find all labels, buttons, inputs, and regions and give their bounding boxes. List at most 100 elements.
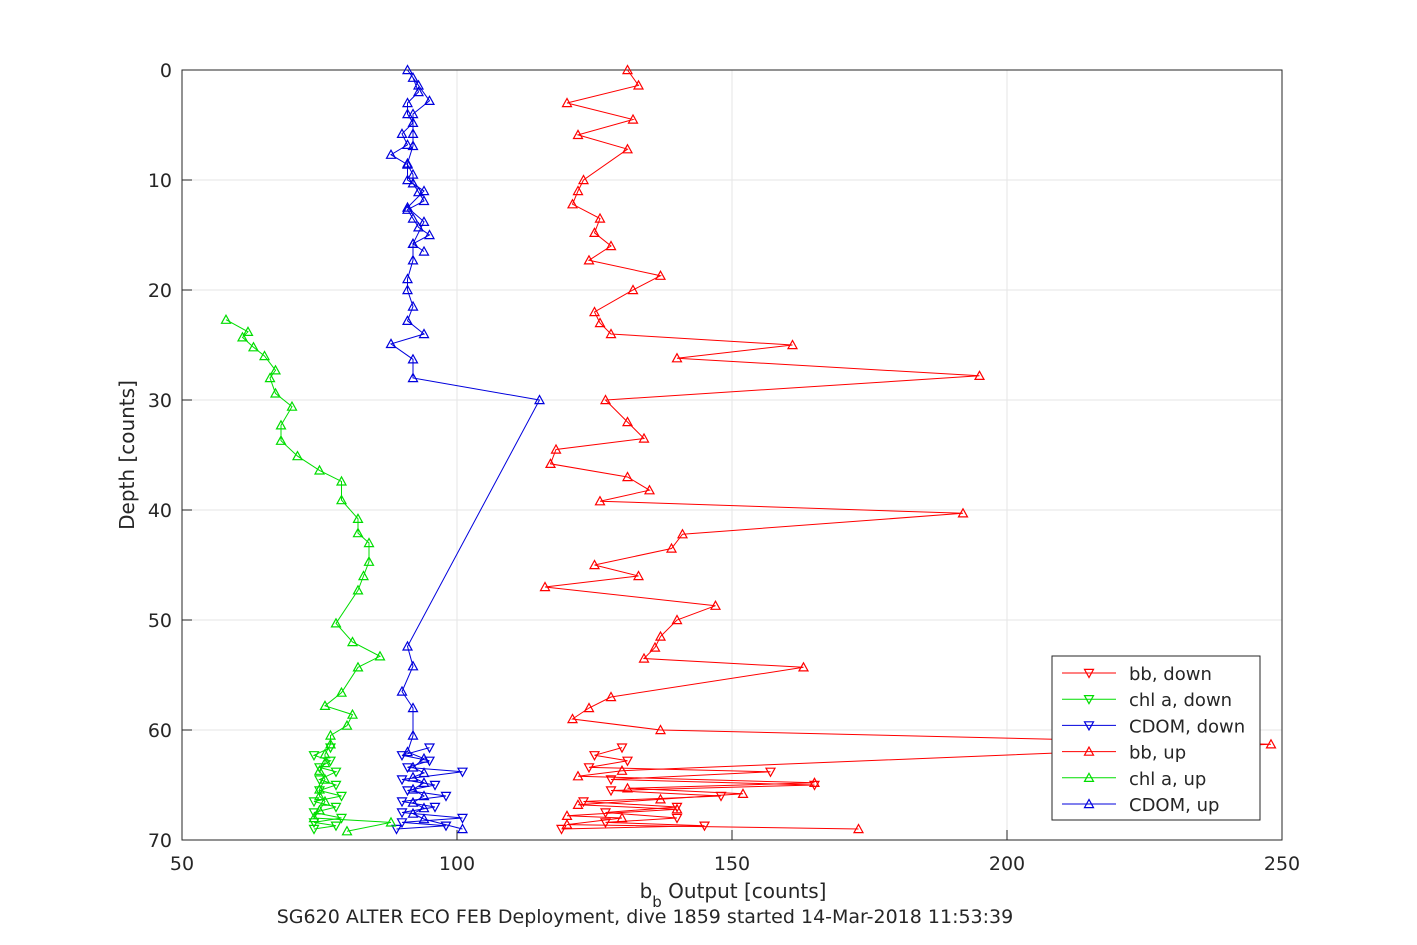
data-point	[654, 269, 667, 280]
legend-entry: chl a, down	[1062, 690, 1232, 711]
data-point	[566, 713, 579, 724]
data-point	[335, 791, 348, 802]
data-point	[407, 660, 419, 671]
data-point	[341, 825, 353, 836]
data-point	[440, 791, 452, 802]
data-point	[407, 372, 419, 383]
data-point	[319, 773, 331, 784]
data-point	[616, 812, 628, 823]
data-point	[544, 458, 557, 468]
data-point	[401, 108, 414, 119]
data-point	[627, 113, 639, 124]
data-point	[258, 350, 271, 361]
x-axis-label-subscript: b	[652, 893, 662, 911]
legend: bb, down chl a, down CDOM, down bb, up chl a…	[1051, 655, 1261, 821]
data-point	[764, 767, 777, 778]
y-tick-label: 50	[148, 610, 172, 632]
data-point	[423, 743, 436, 754]
data-point	[632, 570, 645, 581]
legend-label: chl a, down	[1129, 690, 1232, 711]
y-tick-label: 10	[148, 170, 172, 192]
data-point	[396, 775, 408, 786]
data-point	[396, 808, 408, 819]
y-axis-label: Depth [counts]	[115, 380, 139, 530]
x-tick-label: 100	[439, 853, 475, 875]
data-point	[533, 394, 546, 405]
data-point	[363, 537, 375, 548]
data-point	[588, 227, 601, 237]
data-point	[555, 824, 568, 835]
data-point	[313, 786, 326, 797]
data-point	[456, 767, 469, 778]
data-point	[412, 86, 425, 97]
data-point	[396, 797, 408, 808]
data-point	[808, 780, 821, 791]
data-point	[330, 802, 342, 813]
data-point	[275, 434, 287, 445]
data-point	[341, 719, 353, 730]
data-point	[621, 143, 634, 154]
data-point	[654, 793, 667, 804]
series-0	[555, 743, 821, 835]
data-point	[632, 79, 645, 90]
data-point	[418, 185, 430, 196]
data-point	[401, 640, 414, 651]
data-point	[407, 177, 419, 188]
data-point	[638, 652, 650, 663]
data-point	[594, 495, 606, 506]
data-point	[385, 816, 397, 827]
data-point	[401, 97, 414, 108]
data-point	[852, 823, 865, 834]
data-point	[407, 212, 419, 223]
data-point	[583, 702, 595, 713]
data-point	[269, 364, 282, 375]
data-point	[220, 313, 232, 324]
legend-marker	[1083, 668, 1095, 679]
data-point	[599, 818, 612, 829]
data-point	[737, 788, 749, 799]
data-point	[286, 400, 298, 411]
data-point	[671, 803, 683, 814]
data-point	[561, 97, 573, 108]
data-point	[418, 767, 430, 778]
legend-marker	[1083, 694, 1095, 705]
legend-marker	[1083, 745, 1095, 756]
data-point	[407, 238, 419, 248]
data-point	[374, 650, 386, 661]
data-point	[665, 542, 678, 553]
data-point	[654, 724, 667, 735]
x-tick-label: 200	[989, 853, 1025, 875]
series-line	[396, 747, 463, 830]
legend-label: bb, down	[1129, 664, 1212, 685]
data-point	[407, 128, 419, 138]
legend-marker	[1083, 721, 1095, 732]
data-point	[418, 777, 430, 788]
data-point	[335, 686, 348, 697]
series-line	[561, 747, 815, 830]
series-1	[308, 743, 348, 835]
data-point	[577, 174, 590, 185]
data-point	[352, 661, 364, 672]
data-point	[407, 71, 419, 82]
data-point	[616, 764, 628, 775]
data-point	[401, 284, 414, 295]
data-point	[308, 797, 320, 808]
data-point	[313, 464, 326, 475]
data-point	[1265, 738, 1277, 749]
data-point	[357, 570, 370, 581]
data-point	[654, 630, 667, 641]
legend-label: CDOM, up	[1129, 795, 1219, 816]
data-point	[423, 95, 436, 106]
data-point	[346, 708, 359, 719]
data-point	[621, 64, 634, 75]
legend-entry: CDOM, up	[1062, 795, 1219, 816]
data-point	[456, 823, 469, 834]
caption: SG620 ALTER ECO FEB Deployment, dive 185…	[277, 906, 1013, 928]
data-point	[605, 691, 617, 702]
legend-marker	[1083, 772, 1095, 783]
data-point	[621, 416, 634, 427]
data-point	[621, 471, 634, 482]
data-point	[418, 752, 430, 763]
legend-label: bb, up	[1129, 743, 1186, 764]
